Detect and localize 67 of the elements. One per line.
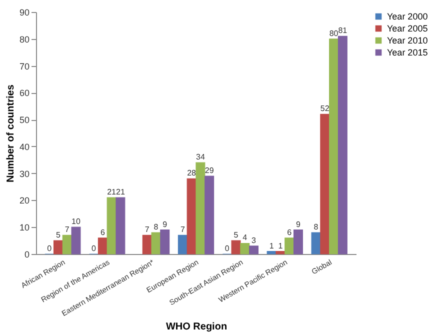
y-tick-label: 30	[19, 168, 30, 179]
data-label: 1	[278, 241, 284, 250]
legend-label: Year 2005	[387, 24, 428, 34]
x-axis-title: WHO Region	[166, 322, 228, 333]
bar	[178, 234, 188, 254]
data-label: 0	[224, 244, 230, 253]
data-label: 21	[107, 188, 117, 197]
data-label: 4	[242, 233, 248, 242]
y-tick-label: 20	[19, 196, 30, 206]
bar	[186, 178, 196, 254]
data-label: 0	[92, 244, 97, 253]
bar	[284, 238, 294, 254]
bar	[142, 234, 152, 254]
data-label: 81	[338, 26, 348, 36]
bar	[116, 197, 126, 254]
bar	[106, 197, 116, 254]
data-label: 34	[196, 152, 206, 162]
y-axis-title: Number of countries	[5, 84, 16, 182]
bar	[320, 114, 330, 254]
data-label: 7	[180, 225, 186, 234]
data-label: 7	[64, 225, 70, 234]
y-tick-label: 10	[19, 222, 30, 233]
y-tick-label: 80	[19, 34, 30, 44]
bar	[276, 251, 286, 254]
data-label: 3	[252, 236, 257, 245]
bar	[151, 232, 161, 254]
bar	[311, 232, 321, 254]
bar	[249, 246, 259, 254]
data-label: 0	[47, 244, 52, 253]
data-label: 8	[154, 222, 159, 232]
data-label: 6	[287, 228, 292, 237]
bar	[62, 234, 72, 254]
data-label: 52	[320, 104, 330, 114]
legend-label: Year 2010	[387, 36, 428, 46]
bar	[338, 36, 348, 254]
data-label: 10	[72, 217, 81, 226]
y-tick-label: 50	[19, 115, 30, 126]
y-tick-label: 90	[19, 8, 30, 18]
data-label: 8	[314, 222, 319, 232]
data-label: 80	[329, 28, 339, 38]
bar	[329, 38, 339, 254]
bar	[98, 238, 108, 254]
data-label: 7	[144, 225, 150, 234]
data-label: 29	[204, 166, 214, 176]
y-tick-label: 60	[19, 88, 30, 98]
bar	[231, 240, 241, 254]
data-label: 5	[234, 230, 239, 240]
data-label: 6	[100, 228, 106, 237]
data-label: 9	[162, 220, 168, 229]
data-label: 1	[269, 241, 274, 250]
data-label: 9	[296, 220, 301, 229]
bar	[71, 226, 81, 254]
y-tick-label: 40	[19, 142, 30, 152]
bar	[204, 176, 214, 254]
bar	[53, 240, 63, 254]
bar	[240, 242, 250, 254]
data-label: 21	[116, 188, 126, 197]
y-tick-label: 0	[24, 250, 30, 260]
legend-label: Year 2000	[387, 12, 428, 22]
data-label: 28	[187, 168, 197, 178]
y-tick-label: 70	[19, 61, 30, 72]
data-label: 5	[56, 230, 61, 240]
bar	[266, 251, 276, 254]
bar	[160, 230, 170, 254]
legend-label: Year 2015	[387, 48, 428, 58]
bar	[293, 230, 303, 254]
bar	[196, 162, 206, 254]
